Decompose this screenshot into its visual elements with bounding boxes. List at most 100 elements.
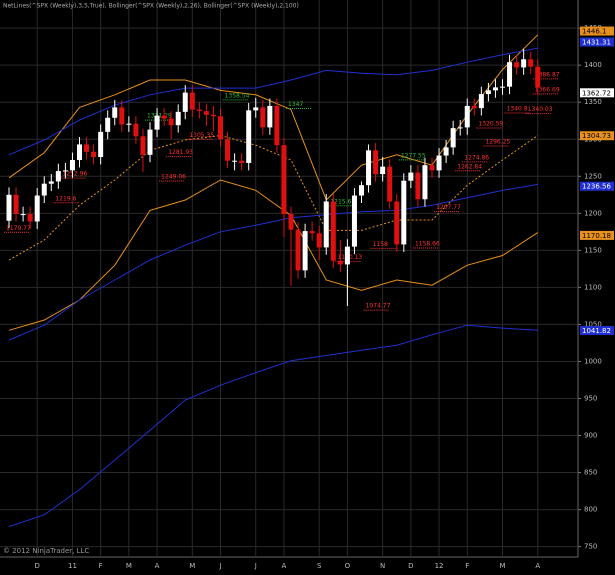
candle-body [55, 171, 61, 182]
candle-body [337, 260, 343, 265]
candle-body [112, 107, 118, 118]
x-tick-label: 11 [68, 562, 77, 570]
candle-body [48, 181, 54, 184]
level-label: 1074.77 [366, 303, 391, 310]
candle-body [521, 59, 527, 68]
candle-body [387, 166, 393, 202]
price-tag-label: 1446.1 [582, 28, 607, 36]
candle-body [394, 201, 400, 245]
candle-body [175, 111, 181, 126]
y-tick-label: 1200 [584, 209, 602, 217]
candle-body [344, 246, 350, 265]
price-tag [580, 88, 614, 98]
candle-body [485, 90, 491, 95]
x-tick-label: A [282, 562, 287, 570]
candle-body [260, 107, 266, 128]
y-tick-label: 850 [584, 469, 597, 477]
price-tag-label: 1304.73 [582, 132, 611, 140]
y-tick-label: 1250 [584, 172, 602, 180]
candle-body [535, 66, 541, 88]
candle-body [126, 123, 132, 125]
candle-body [225, 139, 231, 161]
x-tick-label: F [465, 562, 469, 570]
candle-body [373, 150, 379, 175]
candle-body [119, 107, 125, 125]
candle-body [450, 128, 456, 148]
price-tag-label: 1041.82 [582, 327, 611, 335]
candle-body [13, 194, 19, 215]
price-tag [580, 131, 614, 141]
copyright: © 2012 NinjaTrader, LLC [3, 547, 89, 555]
candle-body [436, 155, 442, 171]
candle-body [232, 160, 238, 162]
candle-body [429, 165, 435, 171]
x-tick-label: M [189, 562, 195, 570]
price-tag [580, 26, 614, 36]
level-label: 1215.6 [330, 198, 351, 205]
candle-body [98, 131, 104, 158]
x-tick-label: F [99, 562, 103, 570]
candle-body [288, 214, 294, 230]
candle-body [316, 233, 322, 248]
candle-body [77, 144, 82, 160]
y-tick-label: 750 [584, 543, 597, 551]
x-tick-label: M [126, 562, 132, 570]
candles [6, 48, 541, 306]
bollinger-line [8, 324, 538, 528]
candle-body [471, 105, 477, 109]
candle-body [492, 87, 498, 91]
candle-body [267, 105, 273, 128]
x-tick-label: J [254, 562, 257, 570]
price-tag-label: 1236.56 [582, 183, 611, 191]
x-tick-label: O [345, 562, 351, 570]
x-tick-label: A [535, 562, 540, 570]
candle-body [140, 136, 146, 155]
level-label: 1320.59 [478, 120, 503, 127]
candle-body [196, 109, 202, 112]
x-tick-label: A [155, 562, 160, 570]
candle-body [168, 118, 174, 126]
y-tick-label: 1350 [584, 98, 602, 106]
candle-body [154, 115, 160, 130]
x-tick-label: 12 [435, 562, 444, 570]
candle-body [323, 201, 329, 248]
candle-body [69, 159, 75, 171]
x-tick-label: D [408, 562, 413, 570]
level-label: 1219.6 [55, 195, 76, 202]
candle-body [401, 180, 407, 245]
candle-body [366, 150, 372, 186]
axes: 750 800 850 900 950 1000 1050 1100 1150 1200 1250 1… [35, 24, 614, 570]
candle-body [408, 172, 414, 181]
x-tick-label: D [35, 562, 40, 570]
level-label: 1340.03 [528, 106, 553, 113]
candle-body [281, 145, 287, 215]
price-tag [580, 181, 614, 191]
candle-body [34, 195, 40, 222]
candle-body [105, 117, 111, 132]
candle-body [274, 105, 280, 146]
level-label: 1366.69 [535, 86, 560, 93]
level-label: 1305.35 [189, 132, 214, 139]
candle-body [351, 195, 357, 247]
level-label: 1340.8 [507, 106, 528, 113]
candle-body [210, 114, 216, 117]
level-label: 1207.77 [436, 204, 461, 211]
y-tick-label: 1150 [584, 246, 602, 254]
level-label: 1281.93 [168, 149, 193, 156]
bollinger-line [8, 47, 538, 156]
candle-body [62, 170, 68, 172]
candle-body [27, 214, 33, 222]
grid [0, 0, 578, 557]
candle-body [464, 105, 470, 128]
y-tick-label: 1000 [584, 357, 602, 365]
candle-body [84, 144, 90, 152]
candle-body [380, 166, 386, 175]
candle-body [218, 116, 223, 140]
candle-body [422, 165, 428, 200]
price-tag [580, 230, 614, 240]
level-label: 1386.87 [535, 71, 560, 78]
candle-body [246, 110, 252, 163]
y-tick-label: 1050 [584, 320, 602, 328]
y-tick-label: 1400 [584, 61, 602, 69]
